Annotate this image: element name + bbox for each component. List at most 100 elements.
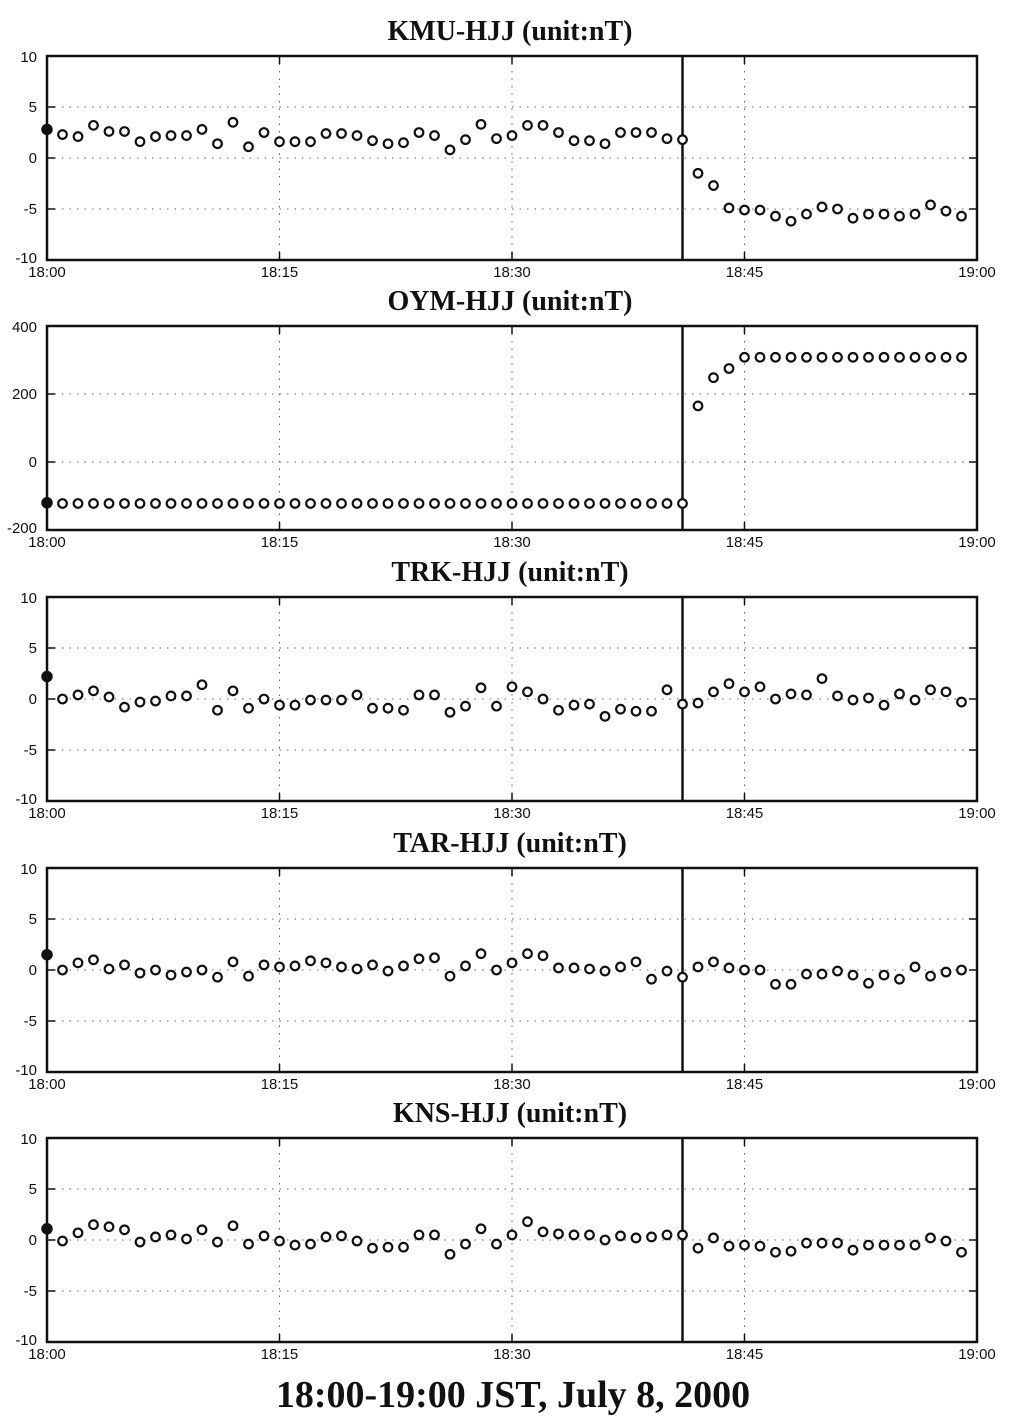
data-point [367, 498, 378, 509]
data-point [878, 351, 890, 363]
data-point [599, 710, 611, 722]
data-point [832, 690, 843, 702]
data-point [739, 1239, 750, 1251]
data-point [723, 363, 735, 374]
data-point [925, 199, 936, 211]
data-point [305, 498, 316, 509]
data-point [677, 971, 688, 983]
plot-frame [45, 866, 979, 1074]
data-point [894, 1239, 905, 1251]
data-point [692, 961, 704, 973]
data-point [599, 138, 611, 150]
data-point [72, 131, 84, 142]
data-point [832, 965, 843, 977]
data-point [227, 116, 239, 128]
data-point [723, 678, 735, 690]
data-point [847, 694, 859, 706]
data-point [258, 693, 270, 705]
data-point [289, 960, 301, 972]
data-point [925, 1232, 936, 1244]
data-point [320, 498, 332, 509]
data-point [692, 697, 704, 709]
data-point [754, 1240, 766, 1252]
data-point [522, 119, 533, 131]
data-point [103, 126, 115, 137]
data-point [165, 969, 177, 981]
x-tick-label: 18:15 [261, 534, 299, 551]
data-point [522, 686, 533, 698]
data-point [568, 498, 580, 509]
data-point [88, 498, 99, 509]
data-point [429, 498, 440, 509]
data-point [367, 702, 378, 714]
data-point [88, 954, 99, 966]
data-point [41, 497, 53, 509]
x-tick-label: 18:00 [28, 1346, 66, 1363]
data-point [258, 127, 270, 138]
data-point [630, 1232, 642, 1244]
x-tick-label: 18:00 [28, 1076, 66, 1093]
data-point [801, 968, 812, 980]
data-point [909, 1239, 921, 1251]
data-point [351, 689, 363, 701]
data-point [506, 957, 518, 969]
data-point [320, 128, 332, 139]
data-point [382, 498, 394, 509]
data-point [816, 201, 828, 213]
data-point [491, 700, 502, 712]
x-tick-label: 19:00 [958, 805, 996, 822]
data-point [584, 963, 595, 975]
data-point [599, 1234, 611, 1246]
data-point [506, 681, 518, 693]
data-point [274, 1235, 285, 1247]
data-point [227, 1220, 239, 1232]
data-point [196, 679, 208, 691]
data-point [615, 703, 626, 715]
data-point [770, 351, 781, 363]
data-point [460, 134, 471, 146]
x-tick-label: 18:45 [726, 805, 764, 822]
data-point [119, 701, 130, 713]
data-point [212, 138, 223, 150]
data-point [863, 692, 874, 704]
data-point [289, 1239, 301, 1251]
data-point [677, 134, 688, 146]
data-point [274, 961, 285, 973]
data-point [863, 208, 874, 220]
data-point [398, 137, 409, 149]
data-point [150, 964, 161, 976]
data-point [801, 351, 812, 363]
data-point [429, 952, 440, 964]
data-point [816, 673, 828, 684]
data-point [227, 685, 239, 697]
data-point [212, 971, 223, 983]
data-point [57, 964, 68, 976]
chart-title: KMU-HJJ (unit:nT) [388, 16, 633, 47]
data-point [351, 1235, 363, 1247]
data-point [212, 498, 223, 509]
data-point [491, 133, 502, 145]
x-tick-label: 19:00 [958, 1076, 996, 1093]
data-point [661, 1229, 673, 1241]
data-point [289, 136, 301, 148]
data-point [336, 961, 347, 973]
y-tick-label: 0 [29, 454, 37, 471]
data-point [537, 119, 549, 131]
data-point [816, 1237, 828, 1249]
y-tick-label: 5 [29, 640, 37, 657]
data-point [398, 960, 409, 972]
data-point [72, 957, 84, 969]
data-point [243, 702, 254, 714]
data-point [894, 210, 905, 222]
data-point [785, 215, 797, 227]
y-tick-label: 0 [29, 691, 37, 708]
x-tick-label: 18:45 [726, 1076, 764, 1093]
data-point [41, 1223, 53, 1235]
data-point [739, 964, 750, 976]
y-tick-label: -5 [24, 742, 37, 759]
data-point [413, 953, 425, 965]
data-point [41, 670, 53, 683]
data-point [243, 970, 254, 982]
data-point [351, 130, 363, 141]
